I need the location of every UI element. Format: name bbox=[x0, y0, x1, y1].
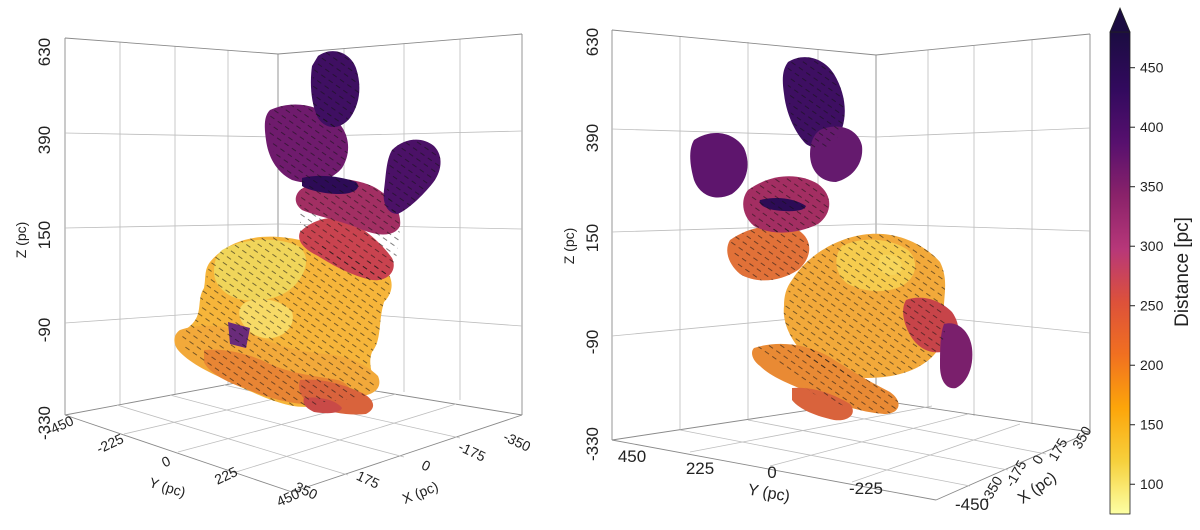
left-z-tick: 390 bbox=[35, 126, 54, 154]
right-y-tick: 450 bbox=[618, 447, 646, 466]
colorbar-extend-arrow bbox=[1109, 6, 1131, 33]
right-z-ticks: 630 390 150 -90 -330 bbox=[583, 28, 602, 461]
right-y-tick: 225 bbox=[686, 459, 714, 478]
left-z-ticks: 630 390 150 -90 -330 bbox=[35, 38, 54, 440]
colorbar-tick-label: 400 bbox=[1140, 119, 1164, 135]
right-z-tick: -90 bbox=[583, 330, 602, 355]
right-y-ticks: 450 225 0 -225 -450 bbox=[618, 447, 989, 514]
left-z-tick: 630 bbox=[35, 38, 54, 66]
left-cloud-render bbox=[174, 51, 441, 415]
left-3d-panel: 630 390 150 -90 -330 Z (pc) -450 -225 0 … bbox=[13, 33, 533, 510]
right-y-tick: -450 bbox=[955, 495, 989, 514]
colorbar: 450 400 350 300 250 200 150 100 Distance [pc] bbox=[1109, 6, 1193, 515]
colorbar-gradient bbox=[1109, 31, 1131, 515]
right-x-tick: 350 bbox=[1069, 423, 1095, 451]
right-z-tick: 390 bbox=[583, 124, 602, 152]
right-x-tick: -175 bbox=[1002, 457, 1030, 489]
left-y-tick: 0 bbox=[159, 452, 173, 470]
left-y-tick: 225 bbox=[212, 463, 240, 487]
left-x-tick: 175 bbox=[354, 467, 382, 491]
right-x-tick: 0 bbox=[1029, 452, 1047, 467]
left-z-tick: 150 bbox=[35, 221, 54, 249]
right-z-tick: 150 bbox=[583, 224, 602, 252]
left-z-tick: -90 bbox=[35, 318, 54, 343]
right-y-axis-label: Y (pc) bbox=[746, 482, 791, 506]
right-z-tick: 630 bbox=[583, 28, 602, 56]
left-x-tick: 0 bbox=[419, 457, 433, 475]
right-x-tick: -350 bbox=[978, 473, 1006, 505]
right-z-tick: -330 bbox=[583, 427, 602, 461]
right-y-tick: 0 bbox=[767, 463, 776, 482]
colorbar-tick-label: 350 bbox=[1140, 179, 1164, 195]
right-3d-panel: 630 390 150 -90 -330 Z (pc) 450 225 0 -2… bbox=[561, 28, 1095, 514]
left-z-tick: -330 bbox=[35, 406, 54, 440]
colorbar-ticks: 450 400 350 300 250 200 150 100 bbox=[1130, 60, 1164, 492]
left-x-axis-label: X (pc) bbox=[400, 478, 441, 507]
colorbar-tick-label: 150 bbox=[1140, 417, 1164, 433]
colorbar-tick-label: 300 bbox=[1140, 238, 1164, 254]
colorbar-tick-label: 100 bbox=[1140, 476, 1164, 492]
colorbar-label: Distance [pc] bbox=[1172, 217, 1193, 327]
colorbar-tick-label: 200 bbox=[1140, 357, 1164, 373]
right-z-axis-label: Z (pc) bbox=[561, 228, 577, 265]
left-x-tick: -350 bbox=[501, 428, 533, 454]
left-z-axis-label: Z (pc) bbox=[13, 222, 29, 259]
right-cloud-render bbox=[690, 57, 973, 421]
right-grid bbox=[611, 29, 1091, 501]
colorbar-tick-label: 450 bbox=[1140, 60, 1164, 76]
colorbar-tick-label: 250 bbox=[1140, 298, 1164, 314]
left-y-axis-label: Y (pc) bbox=[147, 474, 187, 500]
right-x-tick: 175 bbox=[1045, 435, 1071, 463]
right-y-tick: -225 bbox=[849, 479, 883, 498]
left-x-tick: -175 bbox=[456, 438, 488, 464]
